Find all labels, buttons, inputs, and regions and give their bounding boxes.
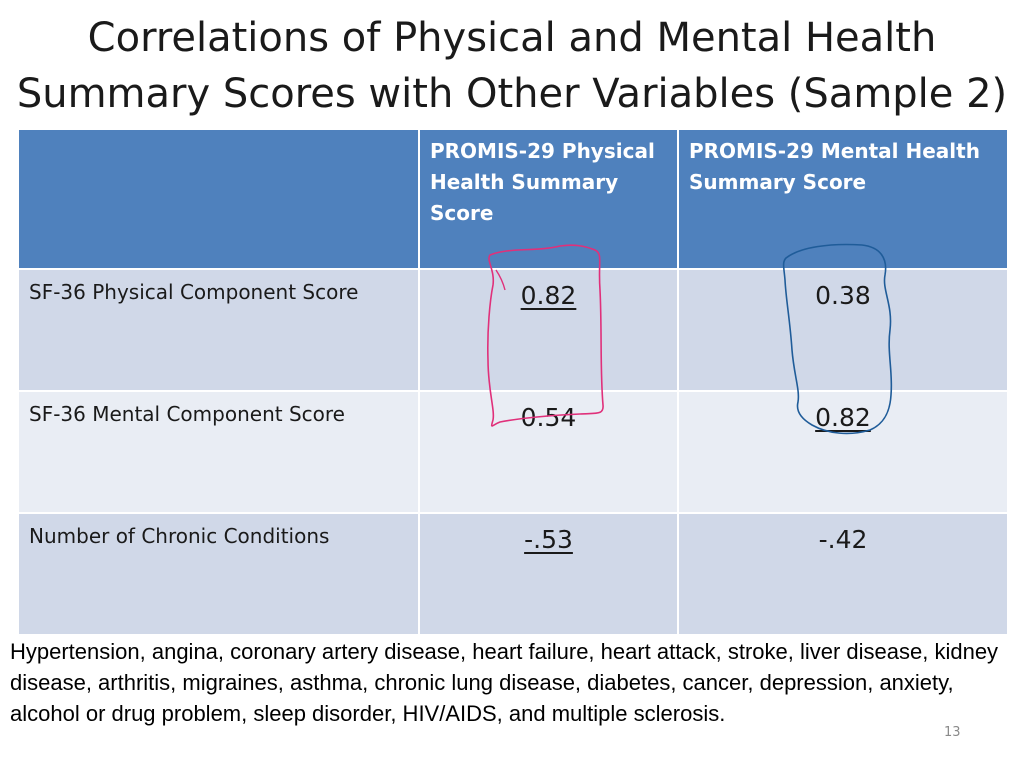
cell-mental: 0.38 [677,268,1009,392]
value-mental: 0.38 [815,281,871,310]
table-header-row: PROMIS-29 Physical Health Summary Score … [17,128,1009,270]
chronic-conditions-footnote: Hypertension, angina, coronary artery di… [10,639,999,726]
header-blank-cell [17,128,420,270]
slide-title: Correlations of Physical and Mental Heal… [0,10,1024,122]
value-physical: -.53 [524,525,573,554]
row-label: Number of Chronic Conditions [17,512,420,636]
cell-physical: 0.54 [418,390,679,514]
row-label: SF-36 Physical Component Score [17,268,420,392]
row-label: SF-36 Mental Component Score [17,390,420,514]
correlation-table: PROMIS-29 Physical Health Summary Score … [17,128,1009,636]
header-mental-summary: PROMIS-29 Mental Health Summary Score [677,128,1009,270]
value-mental: 0.82 [815,403,871,432]
page-number: 13 [944,725,961,740]
table-row: SF-36 Mental Component Score 0.54 0.82 [17,390,1009,514]
title-line-1: Correlations of Physical and Mental Heal… [87,15,937,61]
cell-physical: 0.82 [418,268,679,392]
title-line-2: Summary Scores with Other Variables (Sam… [16,71,1008,117]
cell-physical: -.53 [418,512,679,636]
value-physical: 0.54 [520,403,577,432]
value-mental: -.42 [818,525,868,554]
table-row: Number of Chronic Conditions -.53 -.42 [17,512,1009,636]
cell-mental: 0.82 [677,390,1009,514]
value-physical: 0.82 [520,281,577,310]
table-row: SF-36 Physical Component Score 0.82 0.38 [17,268,1009,392]
cell-mental: -.42 [677,512,1009,636]
header-physical-summary: PROMIS-29 Physical Health Summary Score [418,128,679,270]
